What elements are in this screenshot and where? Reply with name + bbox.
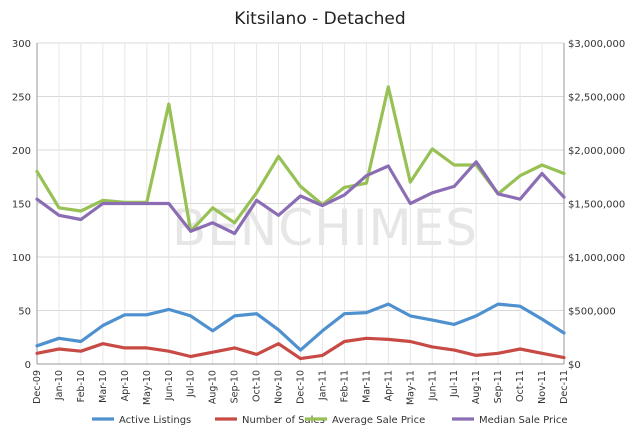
legend-label-median-sale-price: Median Sale Price (479, 415, 568, 426)
x-axis: Dec-09 Jan-10 Feb-10 Mar-10 Apr-10 May-10 Jun-… (32, 363, 570, 405)
x-tick-label: Jun-11 (427, 370, 438, 401)
chart-title: Kitsilano - Detached (234, 9, 405, 29)
x-tick-label: Nov-10 (274, 370, 285, 404)
left-y-tick-label: 100 (12, 253, 31, 264)
right-y-tick-label: $0 (568, 360, 581, 371)
left-y-axis: 0 50 100 150 200 250 300 (12, 39, 38, 371)
x-tick-label: Jan-10 (54, 370, 65, 401)
right-y-tick-label: $2,000,000 (568, 146, 625, 157)
legend-label-number-of-sales: Number of Sales (242, 415, 325, 426)
right-y-axis: $0 $500,000 $1,000,000 $1,500,000 $2,000,000… (563, 39, 625, 371)
series-line-median-sale-price (35, 160, 566, 236)
right-y-tick-label: $1,000,000 (568, 253, 625, 264)
x-tick-label: Jun-10 (164, 370, 175, 401)
x-tick-label: Oct-10 (252, 370, 263, 402)
x-tick-label: Jan-11 (317, 370, 328, 401)
x-tick-label: Dec-09 (32, 370, 43, 404)
x-tick-label: Mar-11 (361, 370, 372, 403)
x-tick-label: Feb-10 (76, 370, 87, 402)
x-tick-label: Sep-11 (493, 370, 504, 403)
right-y-tick-label: $1,500,000 (568, 200, 625, 211)
left-y-tick-label: 200 (12, 146, 31, 157)
legend-label-average-sale-price: Average Sale Price (332, 415, 425, 426)
x-tick-label: Jul-11 (449, 370, 460, 398)
x-tick-label: Apr-11 (383, 370, 394, 401)
series-lines (35, 85, 566, 361)
legend-label-active-listings: Active Listings (119, 415, 191, 426)
x-tick-label: Sep-10 (230, 370, 241, 403)
legend: Active Listings Number of Sales Average Sa… (92, 415, 568, 426)
x-tick-label: Feb-11 (339, 370, 350, 402)
x-tick-label: May-10 (142, 370, 153, 405)
x-tick-label: Aug-10 (208, 370, 219, 404)
left-y-tick-label: 50 (18, 307, 31, 318)
x-tick-label: Oct-11 (515, 370, 526, 402)
series-line-number-of-sales (35, 336, 566, 361)
x-tick-label: Aug-11 (471, 370, 482, 404)
left-y-tick-label: 0 (25, 360, 31, 371)
series-line-active-listings (35, 302, 566, 352)
right-y-tick-label: $3,000,000 (568, 39, 625, 50)
x-tick-label: Dec-11 (559, 370, 570, 404)
left-y-tick-label: 150 (12, 200, 31, 211)
x-tick-label: Jul-10 (186, 370, 197, 398)
x-tick-label: Apr-10 (120, 370, 131, 401)
left-y-tick-label: 300 (12, 39, 31, 50)
x-tick-label: Nov-11 (537, 370, 548, 404)
x-tick-label: Dec-10 (296, 370, 307, 404)
right-y-tick-label: $2,500,000 (568, 93, 625, 104)
left-y-tick-label: 250 (12, 93, 31, 104)
x-tick-label: May-11 (405, 370, 416, 405)
x-tick-label: Mar-10 (98, 370, 109, 403)
right-y-tick-label: $500,000 (568, 307, 616, 318)
